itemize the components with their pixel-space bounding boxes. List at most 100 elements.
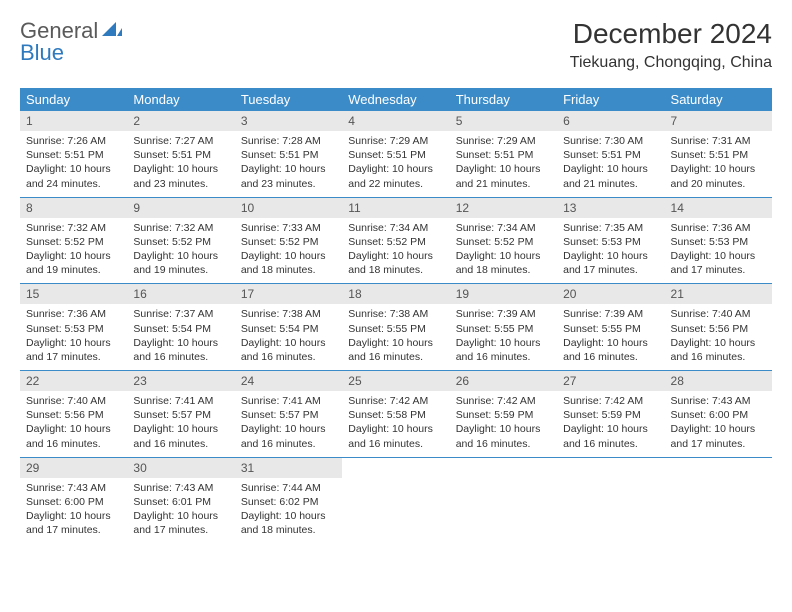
day-number: 20 xyxy=(557,284,664,304)
daylight-line: Daylight: 10 hours and 17 minutes. xyxy=(26,336,121,364)
sunrise-line: Sunrise: 7:39 AM xyxy=(563,307,658,321)
sunset-line: Sunset: 5:56 PM xyxy=(671,322,766,336)
calendar-day-cell: 27Sunrise: 7:42 AMSunset: 5:59 PMDayligh… xyxy=(557,371,664,458)
sunrise-line: Sunrise: 7:36 AM xyxy=(26,307,121,321)
calendar-day-cell: 14Sunrise: 7:36 AMSunset: 5:53 PMDayligh… xyxy=(665,197,772,284)
daylight-line: Daylight: 10 hours and 18 minutes. xyxy=(456,249,551,277)
sunrise-line: Sunrise: 7:26 AM xyxy=(26,134,121,148)
sunset-line: Sunset: 5:52 PM xyxy=(26,235,121,249)
calendar-week-row: 29Sunrise: 7:43 AMSunset: 6:00 PMDayligh… xyxy=(20,457,772,543)
weekday-header: Sunday xyxy=(20,88,127,111)
calendar-day-cell: 6Sunrise: 7:30 AMSunset: 5:51 PMDaylight… xyxy=(557,111,664,197)
month-title: December 2024 xyxy=(570,18,772,50)
sunset-line: Sunset: 5:53 PM xyxy=(671,235,766,249)
daylight-line: Daylight: 10 hours and 18 minutes. xyxy=(241,249,336,277)
daylight-line: Daylight: 10 hours and 16 minutes. xyxy=(133,422,228,450)
sunrise-line: Sunrise: 7:33 AM xyxy=(241,221,336,235)
calendar-day-cell: .. xyxy=(665,457,772,543)
day-details: Sunrise: 7:43 AMSunset: 6:00 PMDaylight:… xyxy=(665,391,772,457)
sunset-line: Sunset: 5:55 PM xyxy=(348,322,443,336)
sunset-line: Sunset: 5:51 PM xyxy=(26,148,121,162)
weekday-header-row: Sunday Monday Tuesday Wednesday Thursday… xyxy=(20,88,772,111)
daylight-line: Daylight: 10 hours and 18 minutes. xyxy=(241,509,336,537)
day-number: 21 xyxy=(665,284,772,304)
calendar-day-cell: 24Sunrise: 7:41 AMSunset: 5:57 PMDayligh… xyxy=(235,371,342,458)
day-details: Sunrise: 7:40 AMSunset: 5:56 PMDaylight:… xyxy=(20,391,127,457)
day-number: 13 xyxy=(557,198,664,218)
sunrise-line: Sunrise: 7:44 AM xyxy=(241,481,336,495)
page-header: General December 2024 Tiekuang, Chongqin… xyxy=(20,18,772,72)
weekday-header: Monday xyxy=(127,88,234,111)
day-details: Sunrise: 7:32 AMSunset: 5:52 PMDaylight:… xyxy=(127,218,234,284)
sunrise-line: Sunrise: 7:27 AM xyxy=(133,134,228,148)
day-number: 1 xyxy=(20,111,127,131)
sunset-line: Sunset: 5:52 PM xyxy=(456,235,551,249)
calendar-day-cell: 11Sunrise: 7:34 AMSunset: 5:52 PMDayligh… xyxy=(342,197,449,284)
weekday-header: Tuesday xyxy=(235,88,342,111)
day-details: Sunrise: 7:41 AMSunset: 5:57 PMDaylight:… xyxy=(127,391,234,457)
daylight-line: Daylight: 10 hours and 17 minutes. xyxy=(133,509,228,537)
day-number: 17 xyxy=(235,284,342,304)
day-details: Sunrise: 7:33 AMSunset: 5:52 PMDaylight:… xyxy=(235,218,342,284)
day-details: Sunrise: 7:28 AMSunset: 5:51 PMDaylight:… xyxy=(235,131,342,197)
calendar-day-cell: 29Sunrise: 7:43 AMSunset: 6:00 PMDayligh… xyxy=(20,457,127,543)
sunrise-line: Sunrise: 7:41 AM xyxy=(241,394,336,408)
sunrise-line: Sunrise: 7:42 AM xyxy=(348,394,443,408)
calendar-day-cell: 8Sunrise: 7:32 AMSunset: 5:52 PMDaylight… xyxy=(20,197,127,284)
sunset-line: Sunset: 6:00 PM xyxy=(671,408,766,422)
calendar-day-cell: 1Sunrise: 7:26 AMSunset: 5:51 PMDaylight… xyxy=(20,111,127,197)
day-number: 14 xyxy=(665,198,772,218)
sunset-line: Sunset: 5:53 PM xyxy=(26,322,121,336)
calendar-day-cell: 26Sunrise: 7:42 AMSunset: 5:59 PMDayligh… xyxy=(450,371,557,458)
sunrise-line: Sunrise: 7:42 AM xyxy=(563,394,658,408)
sunset-line: Sunset: 5:54 PM xyxy=(133,322,228,336)
calendar-week-row: 1Sunrise: 7:26 AMSunset: 5:51 PMDaylight… xyxy=(20,111,772,197)
calendar-day-cell: 28Sunrise: 7:43 AMSunset: 6:00 PMDayligh… xyxy=(665,371,772,458)
day-details: Sunrise: 7:38 AMSunset: 5:55 PMDaylight:… xyxy=(342,304,449,370)
sunrise-line: Sunrise: 7:30 AM xyxy=(563,134,658,148)
calendar-day-cell: 13Sunrise: 7:35 AMSunset: 5:53 PMDayligh… xyxy=(557,197,664,284)
day-number: 10 xyxy=(235,198,342,218)
calendar-day-cell: 22Sunrise: 7:40 AMSunset: 5:56 PMDayligh… xyxy=(20,371,127,458)
calendar-day-cell: 30Sunrise: 7:43 AMSunset: 6:01 PMDayligh… xyxy=(127,457,234,543)
sunset-line: Sunset: 5:51 PM xyxy=(133,148,228,162)
sunset-line: Sunset: 5:56 PM xyxy=(26,408,121,422)
day-number: 31 xyxy=(235,458,342,478)
daylight-line: Daylight: 10 hours and 21 minutes. xyxy=(456,162,551,190)
sunset-line: Sunset: 5:55 PM xyxy=(563,322,658,336)
day-number: 5 xyxy=(450,111,557,131)
day-details: Sunrise: 7:36 AMSunset: 5:53 PMDaylight:… xyxy=(20,304,127,370)
day-details: Sunrise: 7:35 AMSunset: 5:53 PMDaylight:… xyxy=(557,218,664,284)
day-number: 3 xyxy=(235,111,342,131)
sunset-line: Sunset: 5:57 PM xyxy=(133,408,228,422)
sunset-line: Sunset: 5:51 PM xyxy=(671,148,766,162)
sunset-line: Sunset: 6:01 PM xyxy=(133,495,228,509)
sunset-line: Sunset: 5:51 PM xyxy=(563,148,658,162)
calendar-day-cell: 21Sunrise: 7:40 AMSunset: 5:56 PMDayligh… xyxy=(665,284,772,371)
day-number: 9 xyxy=(127,198,234,218)
sunrise-line: Sunrise: 7:40 AM xyxy=(671,307,766,321)
weekday-header: Thursday xyxy=(450,88,557,111)
day-number: 4 xyxy=(342,111,449,131)
day-number: 22 xyxy=(20,371,127,391)
calendar-day-cell: 16Sunrise: 7:37 AMSunset: 5:54 PMDayligh… xyxy=(127,284,234,371)
daylight-line: Daylight: 10 hours and 17 minutes. xyxy=(563,249,658,277)
calendar-day-cell: 4Sunrise: 7:29 AMSunset: 5:51 PMDaylight… xyxy=(342,111,449,197)
sunrise-line: Sunrise: 7:29 AM xyxy=(348,134,443,148)
daylight-line: Daylight: 10 hours and 17 minutes. xyxy=(671,249,766,277)
calendar-week-row: 22Sunrise: 7:40 AMSunset: 5:56 PMDayligh… xyxy=(20,371,772,458)
sunset-line: Sunset: 5:53 PM xyxy=(563,235,658,249)
day-details: Sunrise: 7:34 AMSunset: 5:52 PMDaylight:… xyxy=(450,218,557,284)
calendar-week-row: 15Sunrise: 7:36 AMSunset: 5:53 PMDayligh… xyxy=(20,284,772,371)
calendar-day-cell: 31Sunrise: 7:44 AMSunset: 6:02 PMDayligh… xyxy=(235,457,342,543)
day-details: Sunrise: 7:34 AMSunset: 5:52 PMDaylight:… xyxy=(342,218,449,284)
daylight-line: Daylight: 10 hours and 19 minutes. xyxy=(26,249,121,277)
daylight-line: Daylight: 10 hours and 16 minutes. xyxy=(348,422,443,450)
title-block: December 2024 Tiekuang, Chongqing, China xyxy=(570,18,772,72)
day-details: Sunrise: 7:39 AMSunset: 5:55 PMDaylight:… xyxy=(557,304,664,370)
calendar-day-cell: 15Sunrise: 7:36 AMSunset: 5:53 PMDayligh… xyxy=(20,284,127,371)
sunrise-line: Sunrise: 7:43 AM xyxy=(671,394,766,408)
sunset-line: Sunset: 5:55 PM xyxy=(456,322,551,336)
day-details: Sunrise: 7:27 AMSunset: 5:51 PMDaylight:… xyxy=(127,131,234,197)
sunrise-line: Sunrise: 7:43 AM xyxy=(26,481,121,495)
